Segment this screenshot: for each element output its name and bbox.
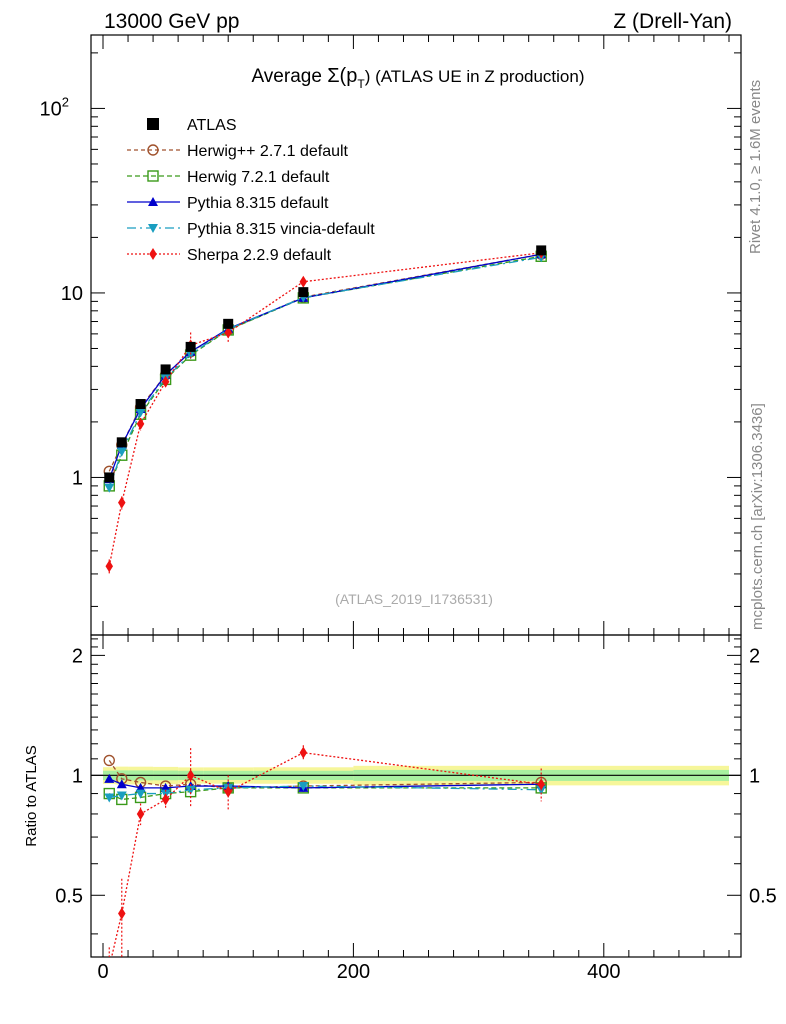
series-point xyxy=(224,326,232,339)
series-point xyxy=(104,483,115,493)
series-ratio-point xyxy=(537,778,545,791)
series-line-ratio xyxy=(109,778,542,789)
y-tick-label-ratio-right: 2 xyxy=(749,645,760,667)
series-point xyxy=(299,275,308,288)
data-points xyxy=(104,245,547,483)
x-tick-label: 400 xyxy=(587,961,620,983)
y-tick-label-main: 10 xyxy=(61,283,83,305)
series-line-main xyxy=(108,252,542,567)
series-point xyxy=(118,496,126,509)
legend-label: Herwig++ 2.7.1 default xyxy=(187,143,349,160)
legend-entry: ATLAS xyxy=(147,117,237,134)
legend-marker xyxy=(147,144,159,156)
series-ratio-point xyxy=(104,793,115,803)
data-point xyxy=(298,287,309,298)
y-tick-label-ratio-right: 0.5 xyxy=(749,885,777,907)
series-point xyxy=(105,560,114,573)
legend: ATLAS Herwig++ 2.7.1 default Herwig 7.2.1 … xyxy=(127,117,375,264)
series-1 xyxy=(103,250,547,806)
series-point xyxy=(136,417,145,430)
series-ratio-point xyxy=(135,789,146,799)
legend-marker xyxy=(147,118,159,130)
series-ratio-point xyxy=(185,785,196,795)
series-point xyxy=(135,408,146,418)
series-ratio-point xyxy=(118,907,126,920)
mcplots-label: mcplots.cern.ch [arXiv:1306.3436] xyxy=(749,403,766,630)
series-ratio-point xyxy=(136,807,145,820)
legend-marker xyxy=(147,170,159,182)
data-point xyxy=(185,341,196,352)
legend-entry: Pythia 8.315 vincia-default xyxy=(127,221,375,238)
series-ratio-point xyxy=(116,779,127,789)
series-ratio-point xyxy=(104,773,115,783)
series-ratio-point xyxy=(224,785,232,798)
legend-label: Sherpa 2.2.9 default xyxy=(187,247,332,264)
series-line-main xyxy=(108,255,542,487)
y-tick-label-ratio: 0.5 xyxy=(55,885,83,907)
series-line-ratio xyxy=(108,760,542,789)
chart-title: Average Σ(pT) (ATLAS UE in Z production) xyxy=(251,65,584,91)
legend-label: Pythia 8.315 default xyxy=(187,195,329,212)
legend-entry: Sherpa 2.2.9 default xyxy=(127,247,332,264)
legend-entry: Herwig 7.2.1 default xyxy=(127,169,330,186)
ratio-uncertainty-band xyxy=(91,765,741,786)
x-tick-label: 0 xyxy=(97,961,108,983)
series-0 xyxy=(103,248,547,794)
data-point xyxy=(116,437,127,448)
series-ratio-point xyxy=(103,754,115,767)
series-4 xyxy=(105,246,545,957)
y-tick-label-main: 102 xyxy=(40,94,69,120)
series-line-main xyxy=(108,253,542,472)
axis-ticks: 1 10 102 0.5 0.5 1 1 2 2 0 200 400 xyxy=(40,35,777,983)
y-tick-label-ratio: 2 xyxy=(72,645,83,667)
series-ratio-point xyxy=(161,793,170,806)
analysis-id-label: (ATLAS_2019_I1736531) xyxy=(335,591,493,607)
series-point xyxy=(116,447,127,457)
data-point xyxy=(223,318,234,329)
series-line-ratio xyxy=(108,787,542,801)
series-ratio-point xyxy=(298,782,309,792)
data-point xyxy=(135,399,146,410)
header-right: Z (Drell-Yan) xyxy=(613,10,732,33)
legend-label: ATLAS xyxy=(187,117,237,134)
series-point xyxy=(185,350,196,360)
header-left: 13000 GeV pp xyxy=(104,10,239,33)
y-tick-label-main: 1 xyxy=(72,467,83,489)
y-tick-label-ratio: 1 xyxy=(72,765,83,787)
series-3 xyxy=(104,253,547,803)
legend-label: Pythia 8.315 vincia-default xyxy=(187,221,375,238)
legend-label: Herwig 7.2.1 default xyxy=(187,169,330,186)
data-point xyxy=(104,472,115,483)
ratio-panel-frame xyxy=(90,634,742,958)
series-ratio-point xyxy=(186,769,195,782)
rivet-version-label: Rivet 4.1.0, ≥ 1.6M events xyxy=(747,80,764,254)
ratio-ylabel: Ratio to ATLAS xyxy=(23,745,40,846)
data-point xyxy=(160,364,171,375)
series-point xyxy=(161,375,170,388)
series-2 xyxy=(104,249,547,792)
legend-marker xyxy=(148,197,158,206)
legend-entry: Pythia 8.315 default xyxy=(127,195,329,212)
series-ratio-point xyxy=(116,791,127,801)
legend-marker xyxy=(148,224,158,233)
series-ratio-point xyxy=(299,746,308,759)
y-tick-label-ratio-right: 1 xyxy=(749,765,760,787)
series-ratio-group xyxy=(108,745,545,957)
legend-entry: Herwig++ 2.7.1 default xyxy=(127,143,349,160)
data-point xyxy=(536,245,547,256)
legend-marker xyxy=(149,248,157,260)
series-line-main xyxy=(108,256,542,488)
x-tick-label: 200 xyxy=(337,961,370,983)
series-lines xyxy=(103,245,547,957)
series-line-main xyxy=(108,253,542,480)
